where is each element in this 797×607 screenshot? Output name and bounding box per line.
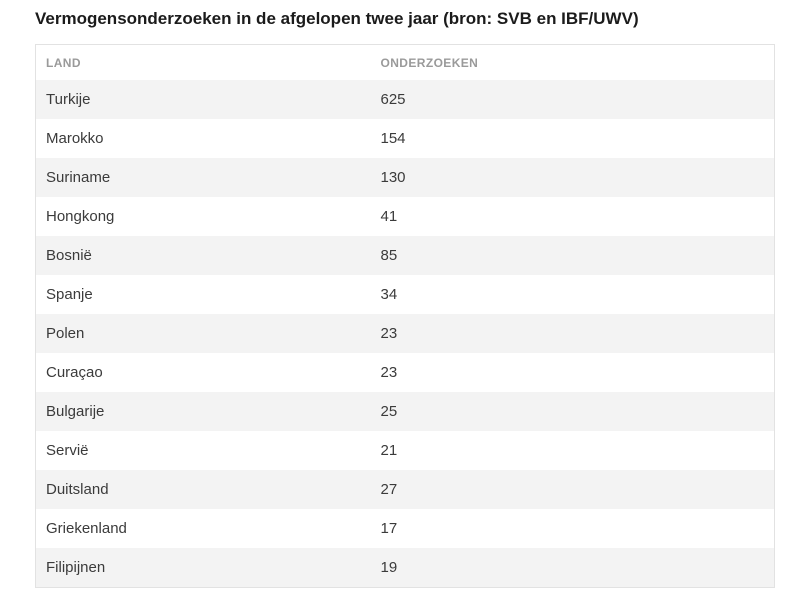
table-row: Hongkong 41 [35,197,775,236]
table-row: Spanje 34 [35,275,775,314]
table-row: Duitsland 27 [35,470,775,509]
table-row: Bosnië 85 [35,236,775,275]
cell-land: Curaçao [46,364,103,381]
cell-land: Suriname [46,169,111,186]
table-row: Bulgarije 25 [35,392,775,431]
cell-onderzoeken: 154 [380,130,406,147]
cell-land: Polen [46,325,85,342]
cell-land: Servië [46,442,89,459]
cell-onderzoeken: 17 [380,520,398,537]
column-header-onderzoeken: ONDERZOEKEN [370,44,775,80]
cell-onderzoeken: 41 [380,208,398,225]
table-row: Servië 21 [35,431,775,470]
cell-onderzoeken: 625 [380,91,406,108]
cell-onderzoeken: 34 [380,286,398,303]
cell-onderzoeken: 85 [380,247,398,264]
cell-onderzoeken: 23 [380,364,398,381]
column-header-land: LAND [35,44,371,80]
table-header: LAND ONDERZOEKEN [35,44,775,80]
table-row: Suriname 130 [35,158,775,197]
cell-land: Marokko [46,130,104,147]
cell-onderzoeken: 19 [380,558,398,576]
vermogensonderzoeken-table: LAND ONDERZOEKEN Turkije 625 Marokko 154 Sur… [35,44,775,588]
table-row: Curaçao 23 [35,353,775,392]
table-row: Griekenland 17 [35,509,775,548]
cell-land: Bosnië [46,247,92,264]
cell-onderzoeken: 25 [380,403,398,420]
table-row: Turkije 625 [35,80,775,119]
page-title: Vermogensonderzoeken in de afgelopen twe… [35,9,639,28]
cell-onderzoeken: 27 [380,481,398,498]
table-row: Filipijnen 19 [35,548,775,587]
table-row: Marokko 154 [35,119,775,158]
cell-land: Bulgarije [46,403,105,420]
cell-onderzoeken: 130 [380,169,406,186]
cell-onderzoeken: 21 [380,442,398,459]
cell-land: Filipijnen [46,558,106,576]
table-body: Turkije 625 Marokko 154 Suriname 130 Hongkong 4… [35,80,775,587]
cell-onderzoeken: 23 [380,325,398,342]
cell-land: Duitsland [46,481,109,498]
cell-land: Hongkong [46,208,115,225]
cell-land: Spanje [46,286,93,303]
cell-land: Turkije [46,91,91,108]
cell-land: Griekenland [46,520,127,537]
table-row: Polen 23 [35,314,775,353]
header-row: LAND ONDERZOEKEN [35,44,775,80]
